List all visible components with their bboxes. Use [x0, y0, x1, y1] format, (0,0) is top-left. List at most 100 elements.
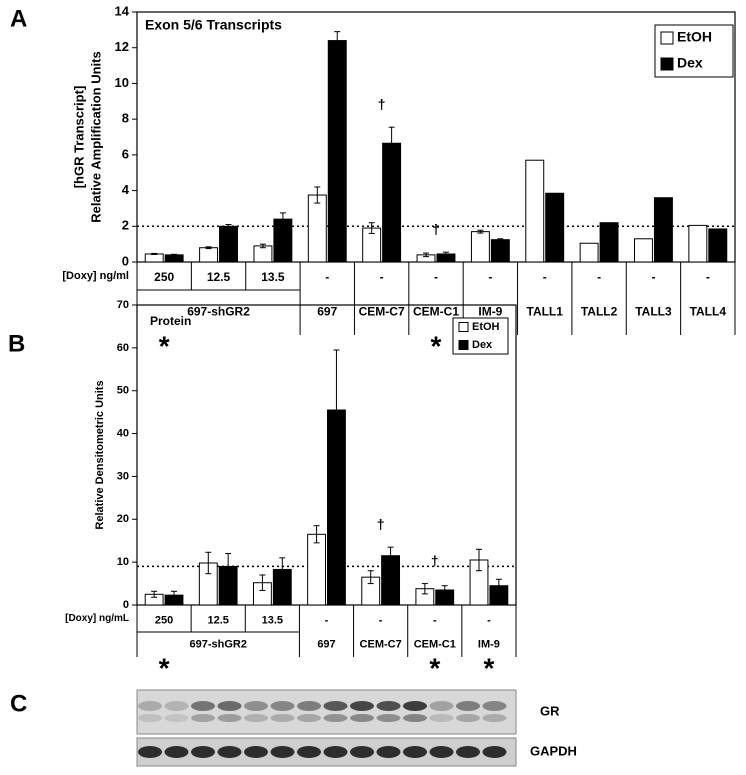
gr-band — [403, 714, 427, 722]
bar — [144, 253, 164, 263]
group-label: IM-9 — [478, 305, 502, 319]
gapdh-band — [138, 746, 162, 758]
y-tick-label: 14 — [115, 3, 130, 18]
gr-band — [244, 714, 268, 722]
legend-swatch — [458, 322, 469, 332]
dagger: † — [377, 516, 385, 532]
dagger: † — [431, 552, 439, 568]
gapdh-band — [376, 746, 401, 758]
bar — [253, 245, 273, 263]
legend-label: Dex — [677, 55, 703, 71]
gr-band — [429, 714, 454, 722]
plot-frame — [136, 304, 517, 606]
group-label: 697-shGR2 — [187, 305, 250, 319]
error-bar — [388, 126, 395, 160]
gr-band — [138, 714, 162, 722]
star: * — [483, 652, 494, 683]
group-label: 697 — [317, 305, 337, 319]
error-bar — [205, 551, 212, 575]
x-tick-label: - — [379, 614, 383, 626]
gapdh-band — [164, 746, 189, 758]
x-tick-label: 250 — [154, 270, 174, 284]
error-bar — [477, 229, 484, 234]
group-label: TALL4 — [690, 305, 727, 319]
gapdh-band — [456, 746, 480, 758]
y-tick-label: 8 — [122, 111, 129, 126]
gr-band — [138, 701, 162, 711]
error-bar — [279, 557, 286, 582]
gapdh-band — [403, 746, 427, 758]
gapdh-band — [429, 746, 454, 758]
group-label: 697 — [317, 638, 335, 650]
error-bar — [171, 590, 178, 600]
error-bar — [225, 553, 232, 580]
gr-band — [482, 714, 507, 722]
x-tick-label: 12.5 — [207, 270, 231, 284]
group-label: TALL1 — [527, 305, 564, 319]
gr-band — [403, 701, 427, 711]
x-tick-label: - — [706, 270, 710, 284]
error-bar — [495, 578, 502, 593]
legend-swatch — [458, 340, 469, 350]
gr-band — [376, 701, 401, 711]
group-label: IM-9 — [478, 638, 500, 650]
x-tick-label: - — [543, 270, 547, 284]
gr-band — [297, 714, 321, 722]
y-tick-label: 30 — [117, 470, 129, 482]
gr-band — [350, 714, 374, 722]
gr-band — [164, 701, 189, 711]
star: * — [431, 330, 442, 361]
error-bar — [313, 525, 320, 544]
y-tick-label: 12 — [115, 39, 129, 54]
error-bar — [151, 252, 158, 255]
error-bar — [259, 243, 266, 249]
bar — [470, 231, 490, 263]
legend-label: Dex — [472, 339, 493, 351]
x-tick-label: - — [597, 270, 601, 284]
gr-band — [323, 714, 348, 722]
gapdh-band — [244, 746, 268, 758]
gr-band — [217, 701, 242, 711]
gr-band — [164, 714, 189, 722]
gr-band — [191, 701, 215, 711]
bar — [688, 224, 708, 263]
gr-band — [350, 701, 374, 711]
gapdh-band — [323, 746, 348, 758]
x-tick-label: - — [433, 614, 437, 626]
bar — [579, 242, 599, 263]
error-bar — [314, 186, 321, 204]
dagger: † — [432, 221, 440, 237]
y-tick-label: 20 — [117, 513, 129, 525]
gapdh-band — [350, 746, 374, 758]
y-tick-label: 4 — [122, 182, 130, 197]
bar — [307, 533, 326, 606]
gapdh-band — [270, 746, 295, 758]
chart-title: Protein — [150, 314, 191, 328]
group-label: TALL2 — [581, 305, 618, 319]
x-tick-label: 250 — [155, 614, 173, 626]
dagger: † — [378, 96, 386, 112]
gr-band — [297, 701, 321, 711]
gr-band — [323, 701, 348, 711]
blot-lanes — [138, 701, 507, 758]
gr-band — [376, 714, 401, 722]
x-tick-label: - — [651, 270, 655, 284]
y-tick-label: 6 — [122, 146, 129, 161]
bar — [164, 254, 184, 263]
star: * — [429, 652, 440, 683]
y-tick-label: 0 — [122, 253, 129, 268]
bar — [490, 239, 510, 263]
bar — [653, 197, 673, 263]
bar — [327, 40, 347, 263]
group-label: CEM-C7 — [359, 305, 405, 319]
gr-band — [429, 701, 454, 711]
error-bar — [441, 585, 448, 595]
error-bar — [205, 246, 212, 250]
gr-band — [191, 714, 215, 722]
group-label: 697-shGR2 — [189, 638, 246, 650]
y-tick-label: 70 — [117, 299, 129, 311]
bar — [599, 222, 619, 263]
x-tick-label: - — [325, 270, 329, 284]
legend-swatch — [660, 57, 674, 71]
group-label: TALL3 — [635, 305, 672, 319]
